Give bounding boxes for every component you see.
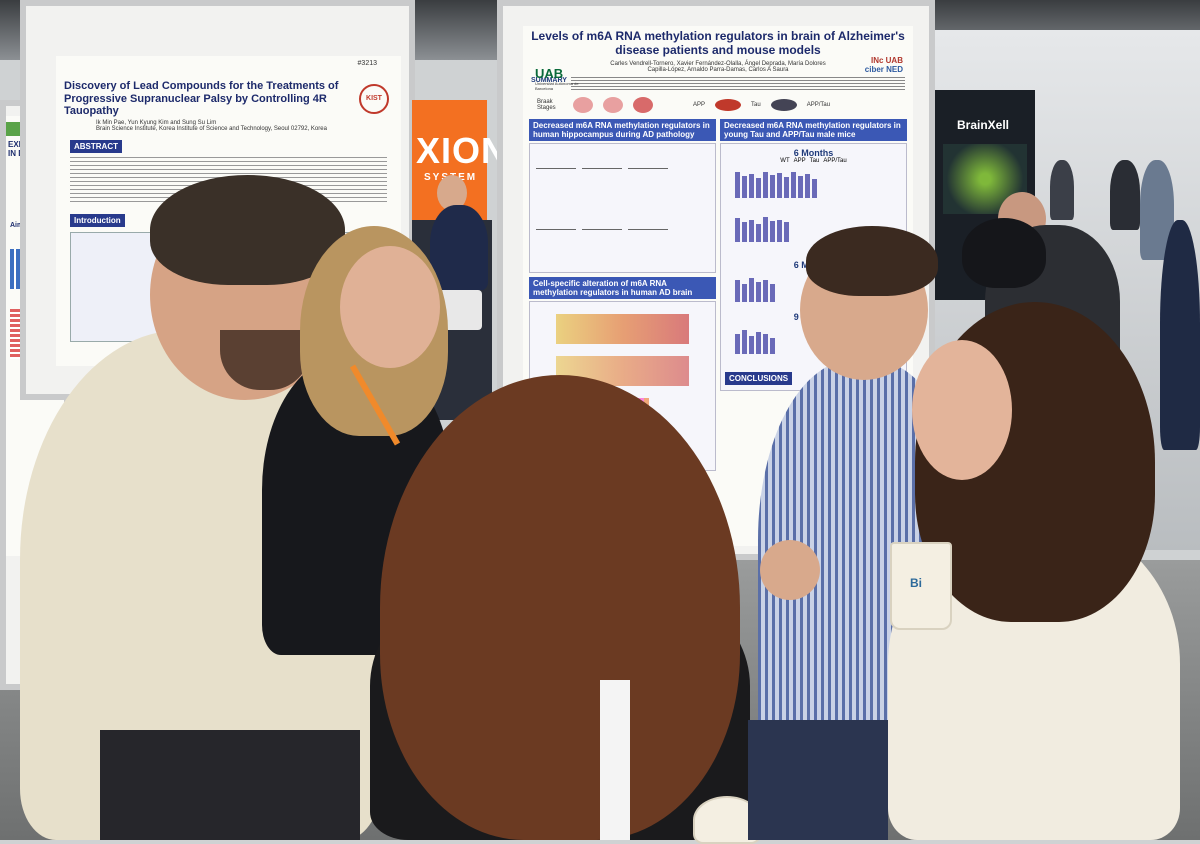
mouse-label-apptau: APP/Tau <box>806 101 831 108</box>
inc-logo: INc UAB ciber NED <box>865 56 903 74</box>
panel-right-1-heading: Decreased m6A RNA methylation regulators… <box>720 118 907 141</box>
back-woman-hair <box>380 375 740 840</box>
months-6-label-a: 6 Months <box>793 147 834 158</box>
left-man-hair <box>150 175 345 285</box>
main-poster-authors: Carles Vendrell-Tornero, Xavier Fernánde… <box>610 60 826 73</box>
background-person <box>1110 160 1140 230</box>
brain-drawing <box>633 96 653 113</box>
mouse-label-app: APP <box>693 101 706 108</box>
left-poster-title: Discovery of Lead Compounds for the Trea… <box>64 80 339 118</box>
summary-label: SUMMARY <box>531 76 567 84</box>
main-poster-title: Levels of m6A RNA methylation regulators… <box>531 29 905 57</box>
uab-logo: UAB Universitat Autònoma de Barcelona <box>535 66 595 91</box>
back-woman-strap <box>600 680 630 840</box>
brainxell-sign-text: BrainXell <box>957 118 1010 132</box>
left-man-shirt <box>100 730 360 840</box>
coffee-cup-label: Bi <box>910 576 922 590</box>
background-person <box>1160 220 1200 450</box>
braak-stages-label: Braak Stages <box>537 98 556 111</box>
kist-logo-text: KIST <box>366 95 382 102</box>
young-man-hair <box>806 226 938 296</box>
uab-logo-subtext: Universitat Autònoma de Barcelona <box>535 81 579 91</box>
ciber-logo-text: ciber NED <box>864 65 903 74</box>
left-poster-id: #3213 <box>357 60 377 67</box>
panel-left-2-heading: Cell-specific alteration of m6A RNA meth… <box>529 276 716 299</box>
left-man-beard <box>220 330 310 390</box>
conclusions-heading: CONCLUSIONS <box>725 371 793 385</box>
inc-logo-text: INc UAB <box>870 56 903 65</box>
uab-logo-text: UAB <box>535 66 564 81</box>
brain-drawing <box>573 96 593 113</box>
mouse-label-tau: Tau <box>751 101 761 108</box>
left-poster-authors: Ik Min Pae, Yun Kyung Kim and Sung Su Li… <box>96 119 217 126</box>
brain-drawing <box>603 96 623 113</box>
coffee-cup: Bi <box>890 542 952 630</box>
booth-sign-text: XION <box>416 130 509 171</box>
panel-left-1-heading: Decreased m6A RNA methylation regulators… <box>529 118 716 141</box>
legend-apptau: APP/Tau <box>823 157 847 164</box>
human-hippocampus-graphs <box>529 142 716 273</box>
background-person <box>1050 160 1074 220</box>
far-left-poster-aim: Aim <box>10 222 24 229</box>
booth-person-body <box>430 205 488 290</box>
left-poster-introduction-heading: Introduction <box>70 213 125 227</box>
mouse-drawing <box>770 98 797 111</box>
right-woman-face <box>912 340 1012 480</box>
left-poster-abstract-heading: ABSTRACT <box>70 139 122 153</box>
legend-tau: Tau <box>809 157 820 164</box>
blonde-woman-face <box>340 246 440 368</box>
young-man-hand <box>760 540 820 600</box>
legend-app: APP <box>793 157 806 164</box>
kist-logo: KIST <box>359 84 389 114</box>
short-hair-woman-hair <box>962 218 1046 288</box>
young-man-jeans <box>748 720 888 840</box>
legend-wt: WT <box>780 157 790 164</box>
left-poster-affiliation: Brain Science Institute, Korea Institute… <box>96 125 327 132</box>
mouse-drawing <box>715 98 742 111</box>
